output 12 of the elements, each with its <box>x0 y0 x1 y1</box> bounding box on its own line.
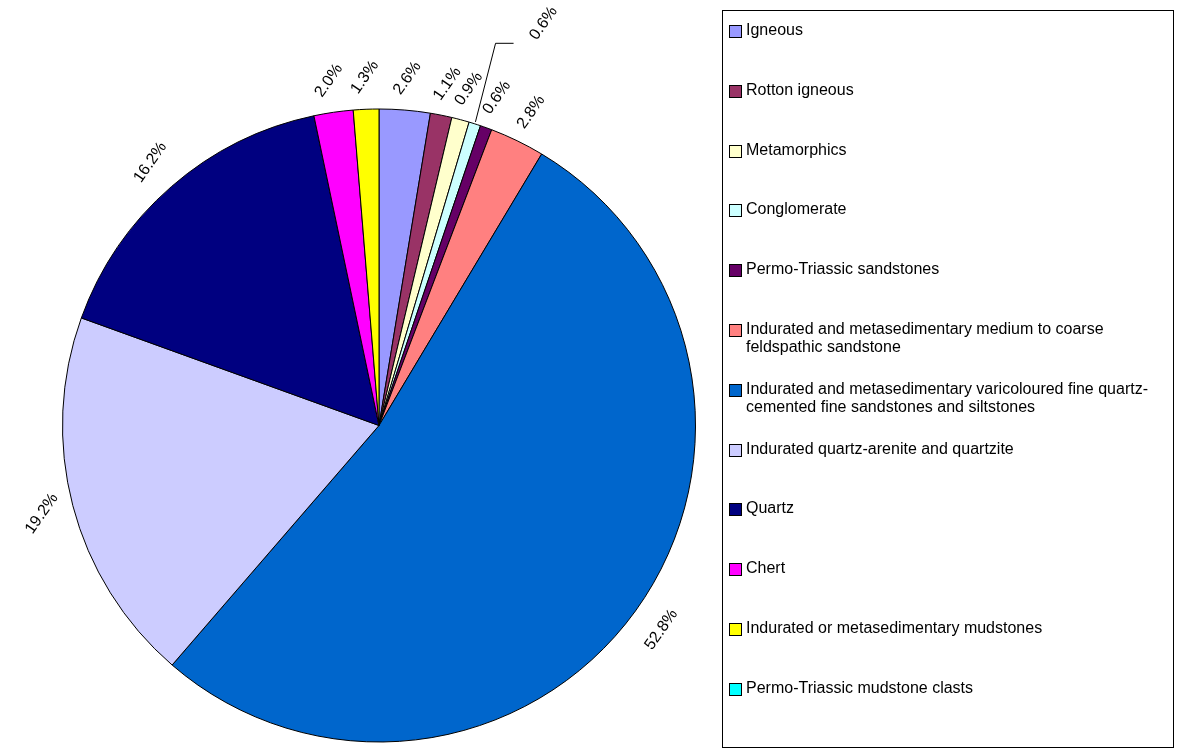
legend-label: Indurated quartz-arenite and quartzite <box>746 439 1014 458</box>
legend-label: Igneous <box>746 21 803 39</box>
legend-label: Indurated or metasedimentary mudstones <box>746 618 1043 637</box>
legend-label: Quartz <box>746 499 795 518</box>
legend-label: Chert <box>746 559 786 578</box>
legend-label: Indurated and metasedimentary varicoloured fine quartz-cemented fine sandstones and siltstones <box>746 379 1149 416</box>
legend-label: Indurated and metasedimentary medium to coarse feldspathic sandstone <box>746 319 1105 356</box>
legend-label: Conglomerate <box>746 200 847 219</box>
legend-label: Metamorphics <box>746 140 847 159</box>
legend-label: Rotton igneous <box>746 80 854 99</box>
legend-label: Permo-Triassic mudstone clasts <box>746 678 974 697</box>
legend-label: Permo-Triassic sandstones <box>746 260 940 279</box>
